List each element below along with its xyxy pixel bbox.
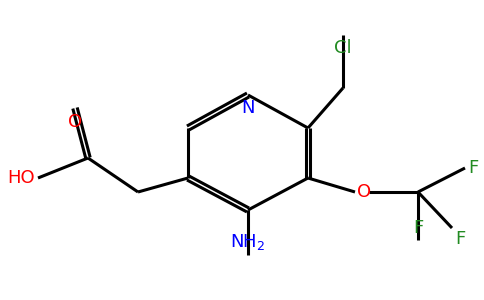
Text: O: O	[357, 183, 371, 201]
Text: F: F	[413, 219, 423, 237]
Text: HO: HO	[7, 169, 35, 187]
Text: F: F	[455, 230, 465, 248]
Text: O: O	[68, 113, 82, 131]
Text: F: F	[468, 159, 478, 177]
Text: NH$_2$: NH$_2$	[230, 232, 266, 252]
Text: Cl: Cl	[334, 39, 352, 57]
Text: N: N	[241, 99, 255, 117]
